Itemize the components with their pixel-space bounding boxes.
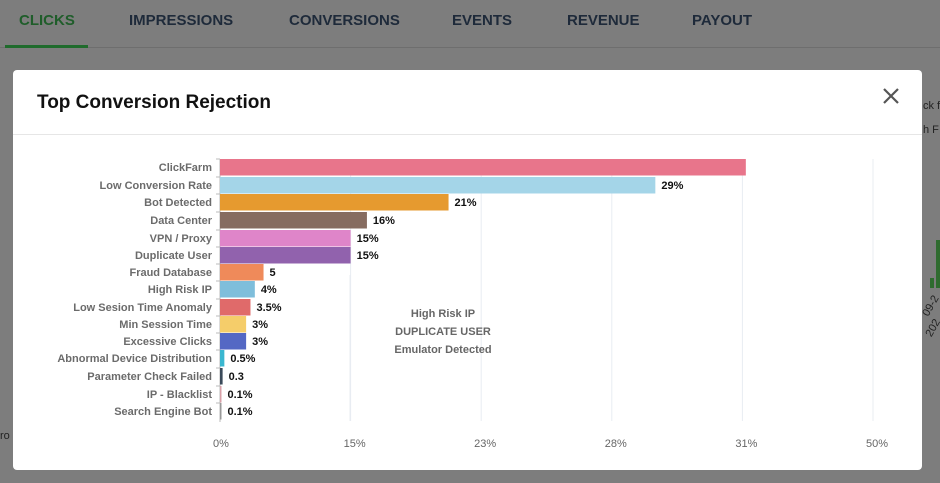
bar[interactable] <box>220 368 223 385</box>
bar-value-label: 0.1% <box>228 406 253 418</box>
category-label: High Risk IP <box>148 284 212 296</box>
bar[interactable] <box>220 194 449 211</box>
category-label: Parameter Check Failed <box>87 371 212 383</box>
tab-events[interactable]: EVENTS <box>452 12 513 29</box>
category-label: Low Sesion Time Anomaly <box>73 302 213 314</box>
bg-text: ck f <box>923 100 940 112</box>
modal-header: Top Conversion Rejection <box>13 70 922 135</box>
bar-value-label: 15% <box>357 233 379 245</box>
modal-title: Top Conversion Rejection <box>37 92 272 113</box>
tab-clicks[interactable]: CLICKS <box>5 0 88 48</box>
bar[interactable] <box>220 403 222 420</box>
bg-chart-bar <box>930 278 934 288</box>
conversion-rejection-modal: Top Conversion Rejection 0% 15% 23% 28% 31% 5… <box>13 70 922 470</box>
bar[interactable] <box>220 230 351 247</box>
bar[interactable] <box>220 247 351 264</box>
tab-revenue[interactable]: REVENUE <box>567 12 640 29</box>
category-label: Data Center <box>150 215 212 227</box>
x-tick-label: 0% <box>213 438 229 450</box>
bg-text: h F <box>923 124 939 136</box>
category-label: Low Conversion Rate <box>100 180 212 192</box>
rejection-bar-chart: 0% 15% 23% 28% 31% 50% ClickFarm Low Conversion… <box>57 158 888 450</box>
tab-impressions[interactable]: IMPRESSIONS <box>129 12 234 29</box>
category-label: Fraud Database <box>129 267 212 279</box>
annotation: Emulator Detected <box>394 344 491 356</box>
category-label: VPN / Proxy <box>150 233 213 245</box>
x-tick-label: 28% <box>605 438 627 450</box>
category-label: IP - Blacklist <box>147 389 213 401</box>
category-label: Min Session Time <box>119 319 212 331</box>
bar-value-label: 4% <box>261 284 277 296</box>
bar-value-label: 21% <box>455 197 477 209</box>
bar-value-label: 29% <box>661 180 683 192</box>
category-label: ClickFarm <box>159 162 212 174</box>
bar-value-label: 3% <box>252 319 268 331</box>
bar[interactable] <box>220 212 367 229</box>
bar[interactable] <box>220 350 225 367</box>
bar-value-label: 15% <box>357 250 379 262</box>
annotation: DUPLICATE USER <box>395 326 491 338</box>
bar-value-label: 0.3 <box>229 371 244 383</box>
x-tick-label: 50% <box>866 438 888 450</box>
annotation: High Risk IP <box>411 308 475 320</box>
bar-value-label: 0.5% <box>230 353 255 365</box>
bar[interactable] <box>220 386 222 403</box>
tab-payout[interactable]: PAYOUT <box>692 12 753 29</box>
bar[interactable] <box>220 299 251 316</box>
bar[interactable] <box>220 333 247 350</box>
bar[interactable] <box>220 281 255 298</box>
bg-chart-bar <box>936 240 940 288</box>
bg-text: 09-2 <box>920 293 940 319</box>
category-label: Duplicate User <box>135 250 213 262</box>
bg-text: ro <box>0 430 10 442</box>
bar[interactable] <box>220 177 656 194</box>
category-label: Excessive Clicks <box>123 336 212 348</box>
bar-value-label: 16% <box>373 215 395 227</box>
bar[interactable] <box>220 264 264 281</box>
category-label: Bot Detected <box>144 197 212 209</box>
category-label: Abnormal Device Distribution <box>57 353 212 365</box>
x-tick-label: 15% <box>344 438 366 450</box>
close-icon[interactable] <box>879 84 903 108</box>
category-label: Search Engine Bot <box>114 406 212 418</box>
report-tabs: CLICKS IMPRESSIONS CONVERSIONS EVENTS REVENU… <box>0 0 940 48</box>
bar[interactable] <box>220 316 247 333</box>
bar-value-label: 3.5% <box>256 302 281 314</box>
bar-value-label: 3% <box>252 336 268 348</box>
bar-value-label: 0.1% <box>228 389 253 401</box>
bar[interactable] <box>220 159 746 176</box>
bg-text: 202 <box>923 317 940 339</box>
bar-value-label: 5 <box>270 267 276 279</box>
tab-conversions[interactable]: CONVERSIONS <box>289 12 400 29</box>
x-tick-label: 31% <box>735 438 757 450</box>
x-tick-label: 23% <box>474 438 496 450</box>
